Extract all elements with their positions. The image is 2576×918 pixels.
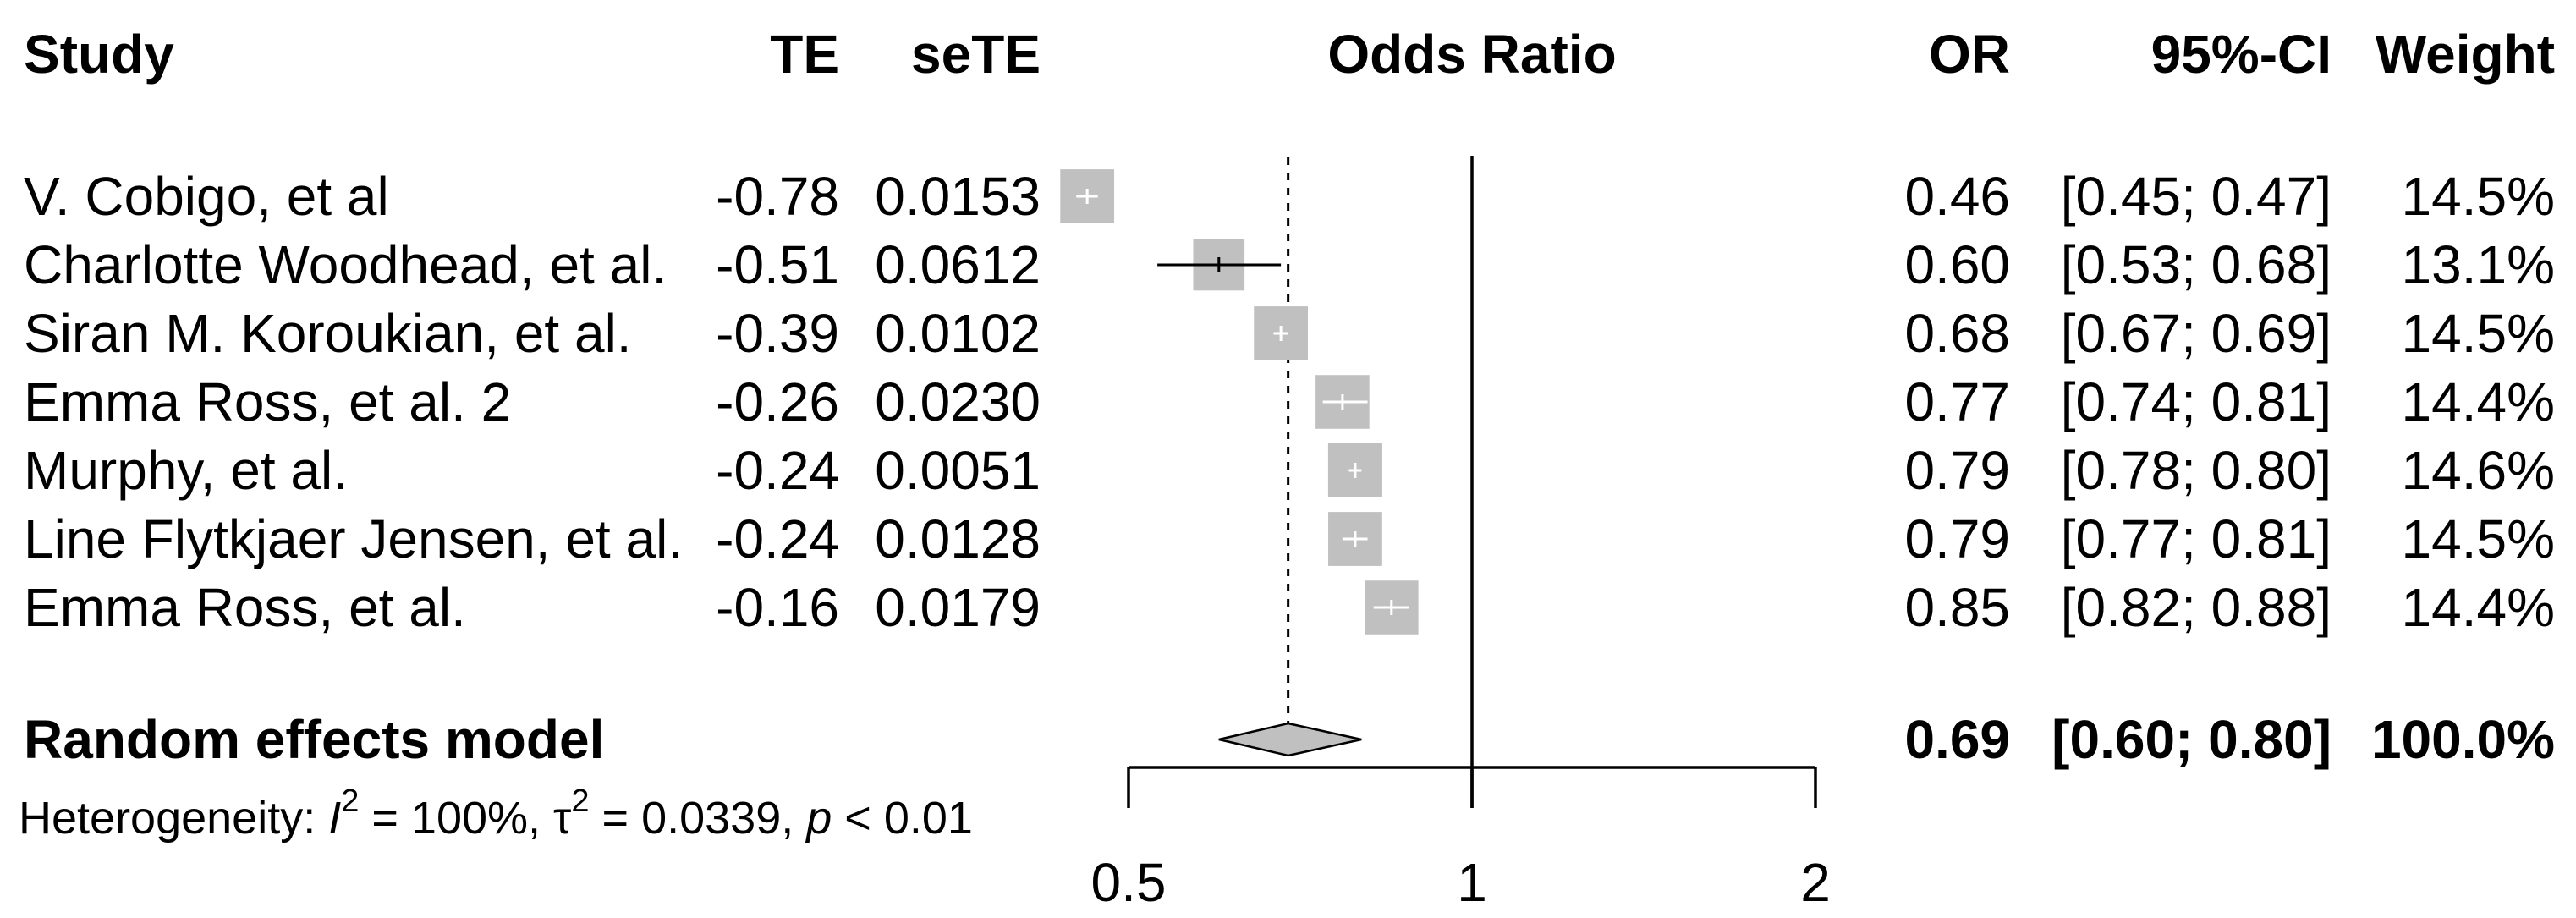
study-or: 0.85 bbox=[1904, 577, 2010, 638]
het-p-symbol: p bbox=[805, 793, 832, 844]
study-sete: 0.0612 bbox=[875, 234, 1041, 295]
study-sete: 0.0230 bbox=[875, 371, 1041, 432]
study-sete: 0.0179 bbox=[875, 577, 1041, 638]
study-ci: [0.53; 0.68] bbox=[2061, 234, 2332, 295]
het-tau-squared: 2 bbox=[571, 783, 589, 819]
study-weight: 14.5% bbox=[2402, 303, 2555, 364]
column-headers: Study TE seTE Odds Ratio OR 95%-CI Weigh… bbox=[24, 24, 2555, 85]
study-name: Emma Ross, et al. bbox=[24, 577, 466, 638]
study-or: 0.60 bbox=[1904, 234, 2010, 295]
het-tau-symbol: τ bbox=[553, 793, 571, 844]
study-sete: 0.0102 bbox=[875, 303, 1041, 364]
het-tau-value: = 0.0339, bbox=[590, 793, 807, 844]
study-te: -0.26 bbox=[716, 371, 839, 432]
study-name: Murphy, et al. bbox=[24, 440, 348, 501]
pooled-diamond bbox=[1218, 722, 1362, 757]
het-prefix: Heterogeneity: bbox=[19, 793, 328, 844]
study-weight: 14.4% bbox=[2402, 577, 2555, 638]
heterogeneity-text: Heterogeneity: I2 = 100%, τ2 = 0.0339, p… bbox=[19, 783, 973, 844]
study-or: 0.46 bbox=[1904, 166, 2010, 227]
study-weight: 13.1% bbox=[2402, 234, 2555, 295]
study-ci: [0.74; 0.81] bbox=[2061, 371, 2332, 432]
x-tick-label: 0.5 bbox=[1091, 852, 1167, 913]
study-row: Murphy, et al. -0.24 0.0051 0.79 [0.78; 0.80… bbox=[24, 440, 2555, 501]
header-study: Study bbox=[24, 24, 174, 85]
study-rows: V. Cobigo, et al -0.78 0.0153 0.46 [0.45; 0.… bbox=[24, 166, 2555, 638]
study-row: Siran M. Koroukian, et al. -0.39 0.0102 0.6… bbox=[24, 303, 2555, 364]
study-te: -0.51 bbox=[716, 234, 839, 295]
het-i-squared: 2 bbox=[341, 783, 359, 819]
study-name: Siran M. Koroukian, et al. bbox=[24, 303, 632, 364]
study-name: V. Cobigo, et al bbox=[24, 166, 389, 227]
study-weight: 14.5% bbox=[2402, 166, 2555, 227]
study-ci: [0.67; 0.69] bbox=[2061, 303, 2332, 364]
header-sete: seTE bbox=[911, 24, 1041, 85]
study-ci: [0.82; 0.88] bbox=[2061, 577, 2332, 638]
study-weight: 14.4% bbox=[2402, 371, 2555, 432]
pooled-ci: [0.60; 0.80] bbox=[2051, 709, 2332, 770]
x-axis: 0.5 1 2 bbox=[1091, 766, 1831, 913]
header-or: OR bbox=[1929, 24, 2010, 85]
study-sete: 0.0128 bbox=[875, 508, 1041, 569]
study-name: Emma Ross, et al. 2 bbox=[24, 371, 511, 432]
study-row: Emma Ross, et al. -0.16 0.0179 0.85 [0.82; 0… bbox=[24, 577, 2555, 638]
study-or: 0.79 bbox=[1904, 508, 2010, 569]
study-te: -0.24 bbox=[716, 440, 839, 501]
study-ci: [0.45; 0.47] bbox=[2061, 166, 2332, 227]
study-te: -0.16 bbox=[716, 577, 839, 638]
forest-marks bbox=[1060, 156, 1474, 808]
header-odds-ratio: Odds Ratio bbox=[1327, 24, 1616, 85]
study-sete: 0.0153 bbox=[875, 166, 1041, 227]
study-or: 0.68 bbox=[1904, 303, 2010, 364]
study-row: Emma Ross, et al. 2 -0.26 0.0230 0.77 [0.74;… bbox=[24, 371, 2555, 432]
pooled-weight: 100.0% bbox=[2371, 709, 2555, 770]
study-or: 0.77 bbox=[1904, 371, 2010, 432]
study-row: Line Flytkjaer Jensen, et al. -0.24 0.0128… bbox=[24, 508, 2555, 569]
study-name: Line Flytkjaer Jensen, et al. bbox=[24, 508, 683, 569]
study-te: -0.24 bbox=[716, 508, 839, 569]
x-tick-label: 2 bbox=[1800, 852, 1831, 913]
study-ci: [0.78; 0.80] bbox=[2061, 440, 2332, 501]
study-weight: 14.5% bbox=[2402, 508, 2555, 569]
study-ci: [0.77; 0.81] bbox=[2061, 508, 2332, 569]
het-p-value: < 0.01 bbox=[832, 793, 973, 844]
study-row: V. Cobigo, et al -0.78 0.0153 0.46 [0.45; 0.… bbox=[24, 166, 2555, 227]
study-te: -0.39 bbox=[716, 303, 839, 364]
x-tick-label: 1 bbox=[1457, 852, 1487, 913]
study-or: 0.79 bbox=[1904, 440, 2010, 501]
study-sete: 0.0051 bbox=[875, 440, 1041, 501]
study-name: Charlotte Woodhead, et al. bbox=[24, 234, 667, 295]
header-weight: Weight bbox=[2376, 24, 2555, 85]
het-i-symbol: I bbox=[328, 793, 341, 844]
pooled-label: Random effects model bbox=[24, 709, 604, 770]
pooled-row: Random effects model 0.69 [0.60; 0.80] 100.… bbox=[24, 709, 2555, 770]
study-row: Charlotte Woodhead, et al. -0.51 0.0612 0.6… bbox=[24, 234, 2555, 295]
pooled-or: 0.69 bbox=[1904, 709, 2010, 770]
header-ci: 95%-CI bbox=[2151, 24, 2332, 85]
header-te: TE bbox=[770, 24, 839, 85]
study-te: -0.78 bbox=[716, 166, 839, 227]
study-weight: 14.6% bbox=[2402, 440, 2555, 501]
het-i-value: = 100%, bbox=[359, 793, 553, 844]
